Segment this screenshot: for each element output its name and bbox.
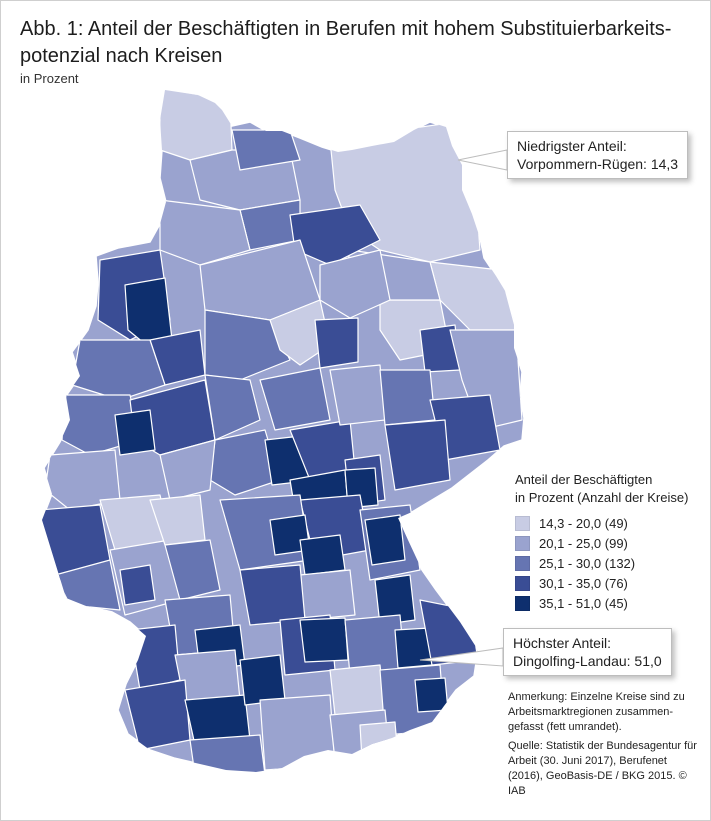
- figure-subtitle: in Prozent: [20, 71, 79, 86]
- region-schleswig: [159, 90, 233, 161]
- region-leipzig: [379, 369, 436, 426]
- region-ulm: [239, 654, 286, 706]
- figure-notes: Anmerkung: Einzelne Kreise sind zu Arbei…: [508, 690, 698, 803]
- region-kaiserslautern: [119, 564, 156, 606]
- map-legend: Anteil der Beschäftigten in Prozent (Anz…: [515, 471, 688, 613]
- legend-swatch-class4: [515, 575, 530, 591]
- legend-swatch-class3: [515, 555, 530, 571]
- lowest-share-callout: Niedrigster Anteil: Vorpommern-Rügen: 14…: [507, 131, 689, 179]
- legend-label-class4: 30,1 - 35,0 (76): [539, 575, 628, 591]
- region-rosenheim: [359, 721, 399, 761]
- region-halle: [329, 364, 386, 426]
- region-wolfsburg: [269, 299, 331, 366]
- region-altoetting: [414, 677, 449, 713]
- region-munich: [329, 664, 386, 716]
- region-cham: [364, 514, 406, 566]
- legend-title: Anteil der Beschäftigten in Prozent (Anz…: [515, 471, 688, 507]
- region-erzgebirge: [384, 419, 451, 491]
- legend-swatch-class2: [515, 535, 530, 551]
- region-east-brandenburg: [449, 329, 523, 431]
- legend-label-class5: 35,1 - 51,0 (45): [539, 595, 628, 611]
- lowest-share-label: Niedrigster Anteil:: [517, 138, 627, 154]
- region-weser-ems: [159, 199, 251, 266]
- highest-share-label: Höchster Anteil:: [513, 635, 612, 651]
- region-amberg: [374, 574, 416, 626]
- legend-label-class2: 20,1 - 25,0 (99): [539, 535, 628, 551]
- region-magdeburg: [314, 317, 359, 369]
- region-ansbach: [239, 564, 306, 626]
- region-siegen: [114, 409, 156, 456]
- region-harz: [259, 367, 331, 431]
- legend-item-class5: 35,1 - 51,0 (45): [515, 593, 688, 613]
- legend-title-line2: in Prozent (Anzahl der Kreise): [515, 490, 689, 505]
- legend-item-class1: 14,3 - 20,0 (49): [515, 513, 688, 533]
- source-text: Quelle: Statistik der Bundesagentur für …: [508, 740, 697, 797]
- highest-share-value: Dingolfing-Landau: 51,0: [513, 653, 662, 669]
- region-paderborn: [204, 374, 261, 441]
- region-south-hesse: [164, 539, 221, 601]
- legend-item-class2: 20,1 - 25,0 (99): [515, 533, 688, 553]
- callout-pointer-lowest: [457, 149, 508, 171]
- region-bamberg: [299, 534, 346, 576]
- legend-item-class3: 25,1 - 30,0 (132): [515, 553, 688, 573]
- region-nuremberg: [299, 569, 356, 621]
- legend-label-class1: 14,3 - 20,0 (49): [539, 515, 628, 531]
- region-allgaeu: [259, 694, 336, 771]
- lowest-share-value: Vorpommern-Rügen: 14,3: [517, 156, 679, 172]
- county-regions: [42, 90, 523, 772]
- region-lake-constance: [189, 734, 266, 772]
- legend-swatch-class5: [515, 595, 530, 611]
- figure-title: Abb. 1: Anteil der Beschäftigten in Beru…: [20, 18, 672, 67]
- remark-text: Anmerkung: Einzelne Kreise sind zu Arbei…: [508, 691, 685, 733]
- region-altmark: [319, 249, 391, 319]
- region-lower-saxony-south: [204, 309, 291, 381]
- legend-label-class3: 25,1 - 30,0 (132): [539, 555, 636, 571]
- legend-title-line1: Anteil der Beschäftigten: [515, 472, 653, 487]
- region-ingolstadt: [299, 617, 349, 663]
- region-central-hesse: [159, 439, 216, 501]
- legend-swatch-class1: [515, 515, 530, 531]
- highest-share-callout: Höchster Anteil: Dingolfing-Landau: 51,0: [503, 628, 672, 676]
- legend-item-class4: 30,1 - 35,0 (76): [515, 573, 688, 593]
